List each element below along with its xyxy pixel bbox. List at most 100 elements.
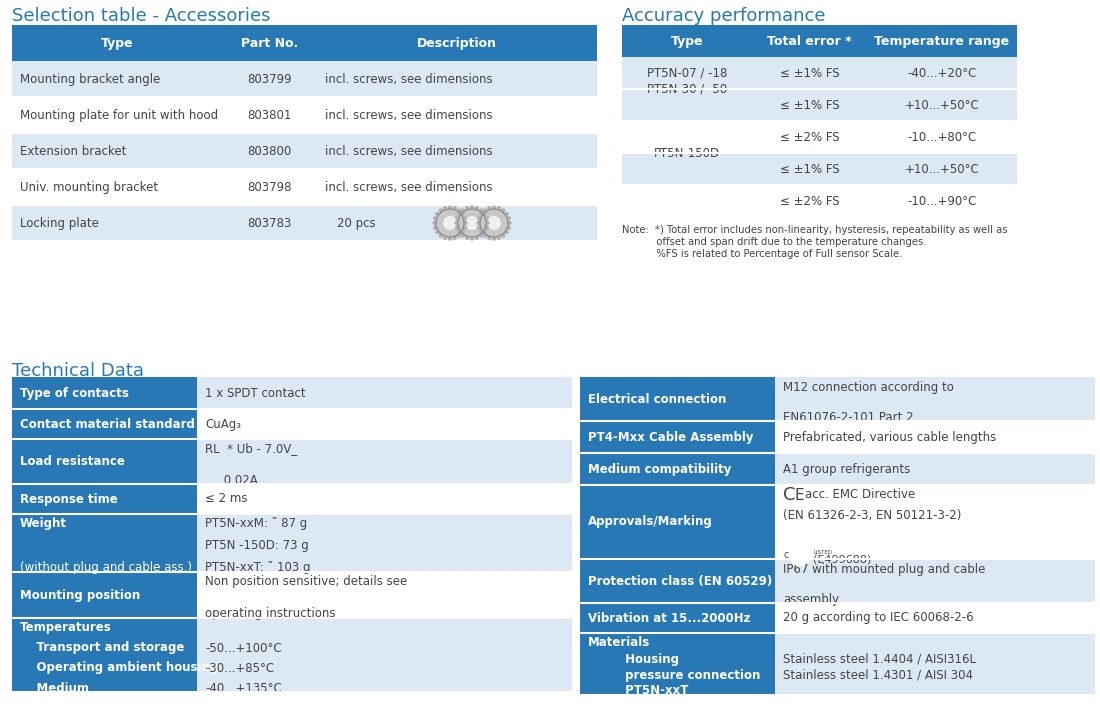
Text: Mounting plate for unit with hood: Mounting plate for unit with hood — [20, 109, 218, 122]
Bar — [317, 61, 597, 97]
Text: Stainless steel 1.4404 / AISI316L: Stainless steel 1.4404 / AISI316L — [783, 652, 976, 666]
Circle shape — [487, 206, 492, 210]
Bar — [580, 559, 776, 603]
Bar — [12, 514, 197, 572]
Text: +10...+50°C: +10...+50°C — [904, 99, 979, 112]
Circle shape — [458, 209, 486, 237]
Text: Type of contacts: Type of contacts — [20, 386, 129, 399]
Circle shape — [455, 225, 460, 230]
Text: UL: UL — [794, 549, 805, 558]
Bar — [867, 89, 1018, 121]
Circle shape — [506, 216, 510, 220]
Text: PT5N -150D: 73 g: PT5N -150D: 73 g — [205, 539, 309, 552]
Bar — [317, 133, 597, 169]
Text: incl. screws, see dimensions: incl. screws, see dimensions — [324, 181, 493, 194]
Text: PT5N-150D: PT5N-150D — [653, 146, 720, 160]
Text: EN61076-2-101 Part 2: EN61076-2-101 Part 2 — [783, 410, 914, 423]
Text: Medium compatibility: Medium compatibility — [588, 463, 732, 476]
Bar — [12, 61, 222, 97]
Bar — [12, 484, 197, 514]
Bar — [222, 61, 317, 97]
Circle shape — [433, 225, 438, 230]
Circle shape — [461, 233, 465, 238]
Text: PT5N-xxT: PT5N-xxT — [588, 684, 689, 697]
Bar — [580, 421, 776, 453]
Bar — [222, 25, 317, 61]
Circle shape — [443, 206, 448, 210]
Text: -40...+20°C: -40...+20°C — [908, 67, 977, 80]
Bar — [12, 377, 197, 409]
Bar — [752, 89, 867, 121]
Text: incl. screws, see dimensions: incl. screws, see dimensions — [324, 109, 493, 122]
Text: incl. screws, see dimensions: incl. screws, see dimensions — [324, 144, 493, 157]
Text: acc. EMC Directive: acc. EMC Directive — [805, 489, 915, 502]
Circle shape — [474, 206, 478, 210]
Bar — [12, 169, 222, 205]
Circle shape — [496, 236, 500, 240]
Circle shape — [460, 230, 464, 234]
Circle shape — [463, 221, 467, 225]
Circle shape — [448, 205, 452, 210]
Circle shape — [443, 236, 448, 240]
Text: Weight: Weight — [20, 518, 67, 531]
Circle shape — [470, 205, 474, 210]
Circle shape — [492, 236, 496, 241]
Circle shape — [436, 230, 440, 234]
Bar — [776, 453, 1094, 485]
Bar — [776, 603, 1094, 633]
Bar — [12, 439, 197, 484]
Text: Temperature range: Temperature range — [874, 35, 1010, 48]
Text: Extension bracket: Extension bracket — [20, 144, 126, 157]
Text: -10...+90°C: -10...+90°C — [908, 194, 977, 207]
Circle shape — [439, 233, 443, 238]
Circle shape — [465, 236, 470, 240]
Bar — [12, 572, 197, 618]
Bar — [867, 25, 1018, 57]
Bar — [12, 205, 222, 241]
Text: 803801: 803801 — [248, 109, 292, 122]
Circle shape — [452, 236, 456, 240]
Bar — [580, 485, 776, 559]
Bar — [222, 97, 317, 133]
Bar — [222, 205, 317, 241]
Text: A1 group refrigerants: A1 group refrigerants — [783, 463, 911, 476]
Text: offset and span drift due to the temperature changes.: offset and span drift due to the tempera… — [621, 237, 926, 247]
Circle shape — [504, 230, 508, 234]
Text: Total error *: Total error * — [767, 35, 851, 48]
Text: Stainless steel 1.4301 / AISI 304: Stainless steel 1.4301 / AISI 304 — [783, 668, 974, 682]
Text: RL  * Ub - 7.0V_: RL * Ub - 7.0V_ — [205, 442, 297, 455]
Text: (E499688): (E499688) — [813, 555, 871, 565]
Text: Technical Data: Technical Data — [12, 362, 144, 380]
Text: 20 g according to IEC 60068-2-6: 20 g according to IEC 60068-2-6 — [783, 611, 974, 624]
Bar — [12, 133, 222, 169]
Bar — [12, 409, 197, 439]
Text: incl. screws, see dimensions: incl. screws, see dimensions — [324, 72, 493, 86]
Text: ≤ ±1% FS: ≤ ±1% FS — [780, 67, 839, 80]
Text: Electrical connection: Electrical connection — [588, 392, 726, 405]
Text: Approvals/Marking: Approvals/Marking — [588, 515, 713, 529]
Circle shape — [477, 216, 482, 220]
Text: 803798: 803798 — [248, 181, 292, 194]
Bar — [317, 97, 597, 133]
Text: ≤ ±1% FS: ≤ ±1% FS — [780, 162, 839, 175]
Text: PT5N-xxM: ˜ 87 g: PT5N-xxM: ˜ 87 g — [205, 518, 307, 531]
Text: ≤ ±1% FS: ≤ ±1% FS — [780, 99, 839, 112]
Bar — [222, 133, 317, 169]
Text: Accuracy performance: Accuracy performance — [621, 7, 825, 25]
Text: (without plug and cable ass.): (without plug and cable ass.) — [20, 561, 192, 574]
Bar — [580, 633, 776, 695]
Circle shape — [458, 230, 462, 234]
Text: 803800: 803800 — [248, 144, 292, 157]
Circle shape — [492, 205, 496, 210]
Text: M12 connection according to: M12 connection according to — [783, 381, 954, 394]
Bar — [621, 121, 752, 153]
Bar — [867, 121, 1018, 153]
Circle shape — [455, 216, 460, 220]
Text: -50...+100°C: -50...+100°C — [205, 642, 282, 655]
Bar — [580, 377, 776, 421]
Text: Type: Type — [101, 36, 133, 49]
Circle shape — [436, 209, 464, 237]
Text: Type: Type — [671, 35, 703, 48]
Bar — [197, 572, 572, 618]
Text: Mounting bracket angle: Mounting bracket angle — [20, 72, 161, 86]
